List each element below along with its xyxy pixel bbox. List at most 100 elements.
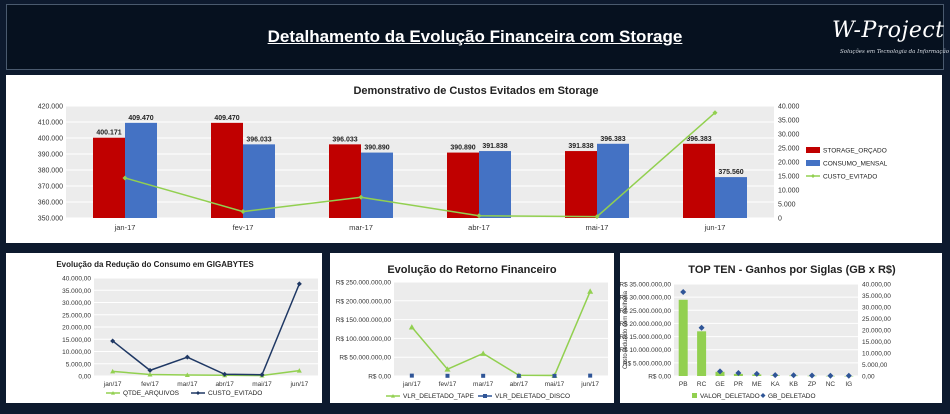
y-tick-label: R$ 25.000.000,00 xyxy=(620,308,671,315)
legend-swatch xyxy=(692,393,697,398)
y2-tick-label: 25.000 xyxy=(778,146,800,153)
topten-chart-title: TOP TEN - Ganhos por Siglas (GB x R$) xyxy=(688,264,896,276)
bar-data-label: 375.560 xyxy=(718,169,743,176)
line-point xyxy=(476,213,482,219)
legend-marker xyxy=(483,394,487,398)
line-point xyxy=(147,367,153,373)
bar-storage_orçado xyxy=(93,137,125,218)
x-tick-label: GE xyxy=(715,381,725,388)
y2-tick-label: 40.000,00 xyxy=(862,282,891,289)
x-tick-label: jan/17 xyxy=(402,381,421,388)
x-tick-label: KB xyxy=(789,381,798,388)
bar-data-label: 409.470 xyxy=(128,115,153,122)
y2-tick-label: 40.000 xyxy=(778,104,800,111)
point-gb-deletado xyxy=(680,289,687,296)
y-tick-label: 390.000 xyxy=(38,152,63,159)
bar-consumo_mensal xyxy=(243,144,275,218)
y-tick-label: 5.000,00 xyxy=(66,361,92,368)
y-axis-title: Custo reduzido com melhoria xyxy=(623,290,629,369)
x-tick-label: jan/17 xyxy=(103,381,122,388)
legend-label: VLR_DELETADO_DISCO xyxy=(495,393,570,400)
x-tick-label: RC xyxy=(697,381,707,388)
gb-chart-title: Evolução da Redução do Consumo em GIGABY… xyxy=(56,260,254,269)
x-tick-label: PR xyxy=(734,381,743,388)
y-tick-label: 20.000,00 xyxy=(62,325,91,332)
line-point xyxy=(552,373,557,378)
legend-label: CUSTO_EVITADO xyxy=(208,390,262,397)
line-point xyxy=(481,373,486,378)
x-tick-label: ME xyxy=(752,381,762,388)
bar-valor-deletado xyxy=(697,331,707,376)
logo: W-Project xyxy=(832,18,945,43)
line-qtde_arquivos xyxy=(112,369,300,377)
x-tick-label: mar-17 xyxy=(349,223,373,232)
main-chart-title: Demonstrativo de Custos Evitados em Stor… xyxy=(353,85,598,97)
legend-label: GB_DELETADO xyxy=(768,393,816,400)
line-point xyxy=(409,373,414,378)
y2-tick-label: 15.000,00 xyxy=(862,339,891,346)
line-vlr_deletado_tape xyxy=(411,291,591,377)
bar-data-label: 409.470 xyxy=(214,115,239,122)
header-bar xyxy=(6,4,944,70)
y-tick-label: 360.000 xyxy=(38,200,63,207)
line-point xyxy=(444,366,451,372)
bar-storage_orçado xyxy=(565,151,597,218)
y2-tick-label: 35.000 xyxy=(778,118,800,125)
line-point xyxy=(122,175,128,181)
y-tick-label: 35.000,00 xyxy=(62,288,91,295)
y2-tick-label: 30.000 xyxy=(778,132,800,139)
y-tick-label: R$ 0,00 xyxy=(648,374,671,381)
bar-storage_orçado xyxy=(447,152,479,218)
legend-label: VLR_DELETADO_TAPE xyxy=(403,393,475,400)
legend-label: QTDE_ARQUIVOS xyxy=(123,390,180,397)
y-tick-label: R$ 100.000.000,00 xyxy=(336,336,392,343)
y2-tick-label: 25.000,00 xyxy=(862,316,891,323)
y2-tick-label: 15.000 xyxy=(778,174,800,181)
bar-consumo_mensal xyxy=(597,143,629,218)
y-tick-label: R$ 250.000.000,00 xyxy=(336,280,392,287)
y-tick-label: 410.000 xyxy=(38,120,63,127)
y2-tick-label: 20.000 xyxy=(778,160,800,167)
y-tick-label: 25.000,00 xyxy=(62,312,91,319)
y-tick-label: 380.000 xyxy=(38,168,63,175)
point-gb-deletado xyxy=(698,324,705,331)
bar-consumo_mensal xyxy=(361,152,393,218)
legend-marker xyxy=(811,174,815,178)
point-gb-deletado xyxy=(772,372,779,379)
line-point xyxy=(259,372,265,378)
legend-label: CUSTO_EVITADO xyxy=(823,174,877,181)
y-tick-label: R$ 15.000.000,00 xyxy=(620,334,671,341)
legend-swatch xyxy=(806,160,820,166)
line-point xyxy=(240,209,246,215)
x-tick-label: mai/17 xyxy=(545,381,565,388)
line-point xyxy=(358,194,364,200)
y-tick-label: 370.000 xyxy=(38,184,63,191)
x-tick-label: jun/17 xyxy=(289,381,308,388)
y-tick-label: 10.000,00 xyxy=(62,349,91,356)
y2-tick-label: 5.000 xyxy=(778,202,796,209)
bar-data-label: 396.033 xyxy=(332,136,357,143)
point-gb-deletado xyxy=(809,372,815,379)
x-tick-label: mar/17 xyxy=(473,381,494,388)
y-tick-label: 350.000 xyxy=(38,216,63,223)
bar-data-label: 390.890 xyxy=(364,145,389,152)
bar-consumo_mensal xyxy=(715,177,747,218)
x-tick-label: abr/17 xyxy=(215,381,234,388)
topten-chart: TOP TEN - Ganhos por Siglas (GB x R$) Cus… xyxy=(620,264,896,400)
x-tick-label: KA xyxy=(771,381,780,388)
line-point xyxy=(147,372,153,377)
line-point xyxy=(587,288,594,294)
x-tick-label: fev-17 xyxy=(233,223,254,232)
x-tick-label: abr-17 xyxy=(468,223,490,232)
y2-tick-label: 35.000,00 xyxy=(862,293,891,300)
x-tick-label: fev/17 xyxy=(141,381,159,388)
bar-storage_orçado xyxy=(329,144,361,218)
legend-marker xyxy=(391,394,395,398)
y-tick-label: R$ 200.000.000,00 xyxy=(336,298,392,305)
line-point xyxy=(296,281,302,287)
y2-tick-label: 30.000,00 xyxy=(862,305,891,312)
y2-tick-label: 10.000 xyxy=(778,188,800,195)
y-tick-label: 40.000,00 xyxy=(62,276,91,283)
x-tick-label: mai-17 xyxy=(586,223,609,232)
line-point xyxy=(480,350,487,356)
